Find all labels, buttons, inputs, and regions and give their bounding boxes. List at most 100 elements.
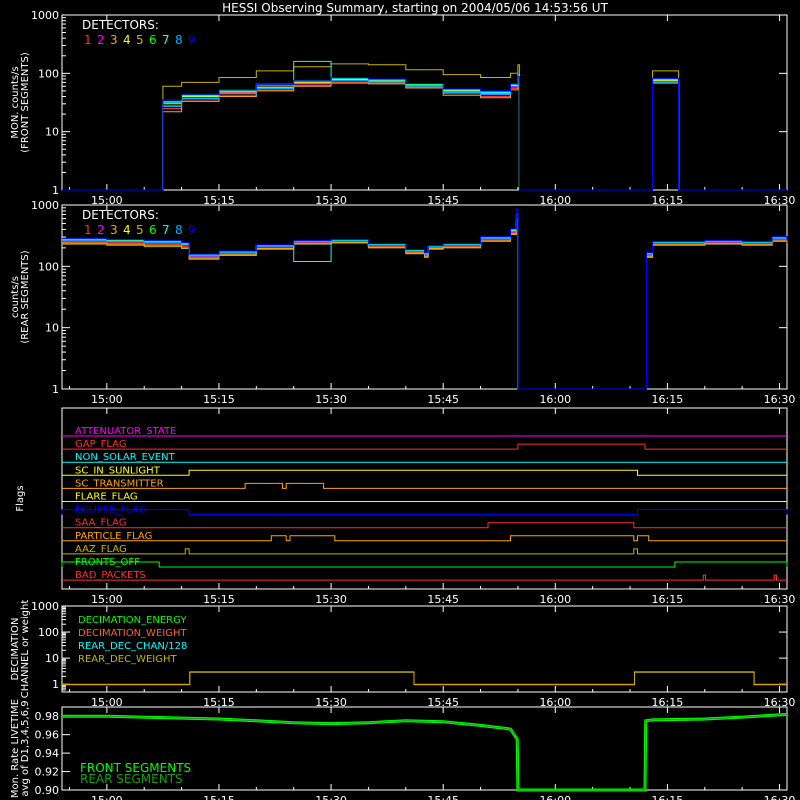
flag-line-sc_in_sunlight xyxy=(62,469,787,476)
decimation-x-tick-label: 15:30 xyxy=(315,696,347,709)
front-y-tick-label: 100 xyxy=(38,67,59,80)
front-x-tick-label: 15:00 xyxy=(91,194,123,207)
livetime-x-tick-label: 15:00 xyxy=(91,794,123,800)
flag-label-saa_flag: SAA_FLAG xyxy=(75,518,126,529)
decimation-x-tick-label: 15:45 xyxy=(427,696,459,709)
rear-y-tick-label: 1000 xyxy=(31,199,59,212)
front-legend-entry-7: 7 xyxy=(162,33,170,47)
rear-x-tick-label: 15:45 xyxy=(427,393,459,406)
rear-x-tick-label: 16:15 xyxy=(652,393,684,406)
decimation-legend-1: DECIMATION_ENERGY xyxy=(78,615,187,626)
flag-label-sc_transmitter: SC_TRANSMITTER xyxy=(75,478,164,489)
flag-line-gap_flag xyxy=(62,443,787,450)
flag-label-fronts_off: FRONTS_OFF xyxy=(75,557,140,568)
flag-line-eclipse_flag xyxy=(61,509,788,516)
decimation-plot-frame xyxy=(61,605,788,693)
livetime-x-tick-label: 16:30 xyxy=(764,794,796,800)
decimation-y-axis-label: DECIMATION xyxy=(10,617,21,680)
front-legend-entry-6: 6 xyxy=(149,33,157,47)
flag-label-flare_flag: FLARE_FLAG xyxy=(75,492,138,503)
flag-label-eclipse_flag: ECLIPSE_FLAG xyxy=(75,505,146,516)
livetime-rear-series xyxy=(62,713,788,791)
flags-x-tick-label: 15:15 xyxy=(203,593,235,606)
front-legend-entry-3: 3 xyxy=(110,33,118,47)
flags-x-tick-label: 16:00 xyxy=(539,593,571,606)
front-y-tick-label: 1 xyxy=(52,184,59,197)
flag-label-non_solar_event: NON_SOLAR_EVENT xyxy=(75,452,176,463)
flags-x-tick-label: 15:30 xyxy=(315,593,347,606)
decimation-legend-3: REAR_DEC_CHAN/128 xyxy=(78,641,187,652)
front-legend-entry-9: 9 xyxy=(188,33,196,47)
decimation-y-axis-label: CHANNEL or weight xyxy=(20,600,31,699)
livetime-y-tick-label: 0.98 xyxy=(35,710,60,723)
front-x-tick-label: 15:30 xyxy=(315,194,347,207)
front-y-tick-label: 10 xyxy=(45,126,59,139)
decimation-legend-4: REAR_DEC_WEIGHT xyxy=(78,654,177,665)
rear-x-tick-label: 15:30 xyxy=(315,393,347,406)
livetime-x-tick-label: 16:00 xyxy=(539,794,571,800)
livetime-x-tick-label: 16:15 xyxy=(652,794,684,800)
flag-label-particle_flag: PARTICLE_FLAG xyxy=(75,531,152,542)
decimation-x-tick-label: 15:00 xyxy=(91,696,123,709)
rear-y-axis-label: counts/s xyxy=(10,276,21,318)
front-x-tick-label: 16:00 xyxy=(539,194,571,207)
front-legend-entry-4: 4 xyxy=(123,33,131,47)
flags-plot-frame xyxy=(61,407,788,590)
rear-legend-title: DETECTORS: xyxy=(82,208,159,222)
flag-label-gap_flag: GAP_FLAG xyxy=(75,439,127,450)
livetime-legend-2: REAR SEGMENTS xyxy=(80,772,183,786)
decimation-y-tick-label: 10 xyxy=(45,652,59,665)
flags-x-tick-label: 15:00 xyxy=(91,593,123,606)
decimation-y-tick-label: 100 xyxy=(38,626,59,639)
front-x-tick-label: 15:15 xyxy=(203,194,235,207)
flag-line-particle_flag xyxy=(62,535,787,542)
front-x-tick-label: 16:15 xyxy=(652,194,684,207)
decimation-x-tick-label: 16:00 xyxy=(539,696,571,709)
flag-line-sc_transmitter xyxy=(62,482,787,489)
rear-series-det9 xyxy=(62,208,788,390)
flags-x-tick-label: 16:15 xyxy=(652,593,684,606)
rear-x-tick-label: 15:00 xyxy=(91,393,123,406)
rear-legend-entry-8: 8 xyxy=(175,223,183,237)
rear-legend-entry-3: 3 xyxy=(110,223,118,237)
decimation-y-tick-label: 1000 xyxy=(31,600,59,613)
flag-line-aaz_flag xyxy=(62,548,787,555)
rear-legend-entry-7: 7 xyxy=(162,223,170,237)
rear-x-tick-label: 16:00 xyxy=(539,393,571,406)
rear-legend-entry-1: 1 xyxy=(84,223,92,237)
livetime-y-axis-label: avg of D1,3,4,5,6,9 xyxy=(20,700,31,796)
decimation-x-tick-label: 16:15 xyxy=(652,696,684,709)
rear-legend-entry-6: 6 xyxy=(149,223,157,237)
rear-legend-entry-5: 5 xyxy=(136,223,144,237)
rear-plot-frame xyxy=(61,204,788,390)
flag-label-bad_packets: BAD_PACKETS xyxy=(75,570,146,581)
rear-y-axis-label: (REAR SEGMENTS) xyxy=(20,250,31,343)
rear-x-tick-label: 15:15 xyxy=(203,393,235,406)
rear-legend-entry-4: 4 xyxy=(123,223,131,237)
flag-line-fronts_off xyxy=(61,561,788,568)
livetime-y-tick-label: 0.94 xyxy=(35,747,60,760)
flag-label-sc_in_sunlight: SC_IN_SUNLIGHT xyxy=(75,465,161,476)
front-plot-frame xyxy=(61,14,788,191)
livetime-y-axis-label: Mon. Rate LIVETIME xyxy=(10,699,21,798)
decimation-x-tick-label: 16:30 xyxy=(764,696,796,709)
rear-dec-weight-series xyxy=(62,671,787,686)
rear-legend-entry-9: 9 xyxy=(188,223,196,237)
front-legend-entry-5: 5 xyxy=(136,33,144,47)
flag-line-bad_packets xyxy=(62,574,787,581)
livetime-plot-frame xyxy=(61,706,788,791)
front-x-tick-label: 15:45 xyxy=(427,194,459,207)
livetime-x-tick-label: 15:45 xyxy=(427,794,459,800)
front-legend-entry-1: 1 xyxy=(84,33,92,47)
front-legend-title: DETECTORS: xyxy=(82,18,159,32)
rear-y-tick-label: 10 xyxy=(45,322,59,335)
chart-title: HESSI Observing Summary, starting on 200… xyxy=(222,1,608,15)
front-x-tick-label: 16:30 xyxy=(764,194,796,207)
front-y-axis-label: (FRONT SEGMENTS) xyxy=(20,52,31,153)
livetime-y-tick-label: 0.96 xyxy=(35,729,60,742)
flag-line-saa_flag xyxy=(62,522,787,529)
rear-legend-entry-2: 2 xyxy=(97,223,105,237)
rear-y-tick-label: 1 xyxy=(52,383,59,396)
decimation-y-tick-label: 1 xyxy=(52,678,59,691)
